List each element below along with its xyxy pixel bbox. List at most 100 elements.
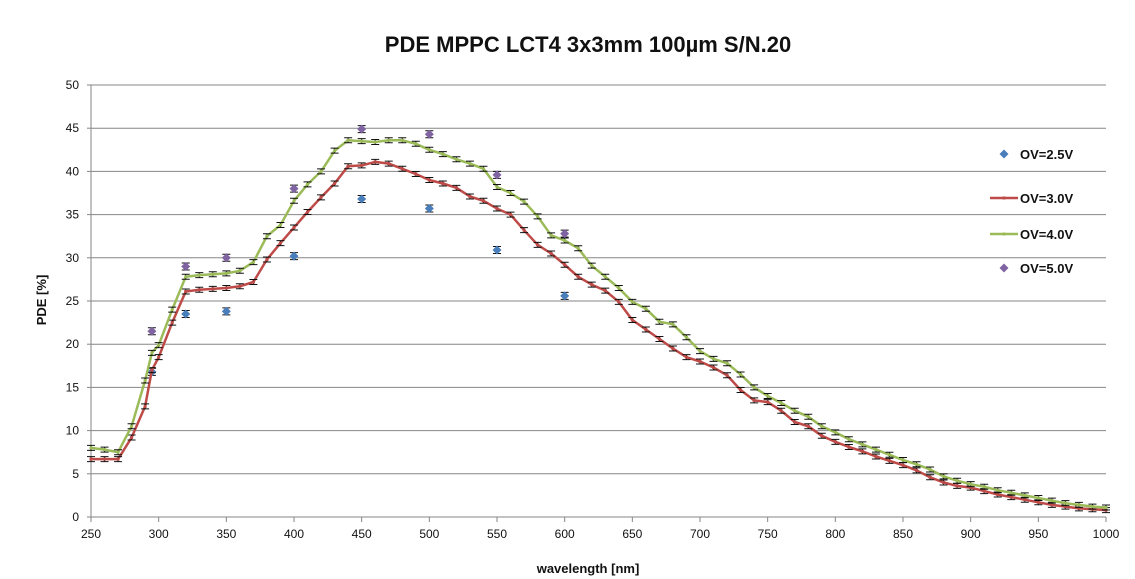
data-point — [793, 409, 797, 413]
data-point — [779, 401, 783, 405]
data-point — [942, 474, 946, 478]
x-tick-label: 800 — [825, 527, 845, 541]
data-point — [150, 368, 154, 372]
data-point — [116, 457, 120, 461]
x-tick-label: 950 — [1028, 527, 1048, 541]
x-tick-label: 750 — [758, 527, 778, 541]
data-point — [441, 181, 445, 185]
x-tick-label: 350 — [216, 527, 236, 541]
y-tick-label: 20 — [66, 337, 80, 351]
data-point — [147, 326, 157, 336]
data-point — [644, 307, 648, 311]
data-point — [495, 185, 499, 189]
x-tick-label: 500 — [419, 527, 439, 541]
data-point — [671, 322, 675, 326]
data-point — [996, 493, 1000, 497]
data-point — [1036, 500, 1040, 504]
data-point — [181, 261, 191, 271]
y-axis-title: PDE [%] — [34, 275, 49, 326]
data-point — [996, 488, 1000, 492]
data-point — [603, 289, 607, 293]
y-tick-label: 25 — [66, 294, 80, 308]
data-point — [454, 186, 458, 190]
data-point — [712, 357, 716, 361]
data-point — [887, 453, 891, 457]
data-point — [833, 440, 837, 444]
data-point — [468, 194, 472, 198]
data-point — [630, 300, 634, 304]
data-point — [357, 124, 367, 134]
data-point — [560, 229, 570, 239]
data-point — [224, 271, 228, 275]
data-point — [509, 213, 513, 217]
data-point — [684, 335, 688, 339]
data-point — [928, 467, 932, 471]
data-point — [211, 287, 215, 291]
x-tick-label: 300 — [149, 527, 169, 541]
data-point — [373, 140, 377, 144]
legend-label: OV=3.0V — [1020, 191, 1073, 206]
x-axis-title: wavelength [nm] — [536, 561, 640, 576]
data-point — [224, 286, 228, 290]
data-point — [1023, 493, 1027, 497]
data-point — [657, 337, 661, 341]
data-point — [536, 243, 540, 247]
data-point — [982, 489, 986, 493]
data-point — [170, 308, 174, 312]
data-point — [143, 378, 147, 382]
data-point — [725, 361, 729, 365]
data-point — [1077, 506, 1081, 510]
data-point — [265, 258, 269, 262]
data-point — [806, 415, 810, 419]
data-point — [739, 388, 743, 392]
y-tick-label: 45 — [66, 121, 80, 135]
data-point — [278, 241, 282, 245]
data-point — [130, 424, 134, 428]
data-point — [221, 253, 231, 263]
data-point — [617, 286, 621, 290]
data-point — [549, 251, 553, 255]
legend-item: OV=3.0V — [990, 191, 1073, 206]
data-point — [265, 234, 269, 238]
data-point — [766, 400, 770, 404]
data-point — [289, 184, 299, 194]
data-point — [560, 291, 570, 301]
x-tick-label: 600 — [555, 527, 575, 541]
legend-swatch — [999, 263, 1009, 273]
data-point — [468, 162, 472, 166]
x-tick-label: 850 — [893, 527, 913, 541]
data-point — [563, 263, 567, 267]
legend-item: OV=2.5V — [999, 147, 1073, 162]
data-point — [779, 409, 783, 413]
data-point — [739, 372, 743, 376]
data-point — [955, 479, 959, 483]
data-point — [942, 480, 946, 484]
data-point — [238, 269, 242, 273]
gridlines — [91, 84, 1106, 475]
data-point — [441, 152, 445, 156]
data-point — [820, 434, 824, 438]
x-tick-label: 250 — [81, 527, 101, 541]
data-point — [150, 351, 154, 355]
data-point — [116, 450, 120, 454]
plot-area — [87, 124, 1110, 514]
axes: 0 5 10 15 20 25 30 35 40 45 50 250 300 350 400 450 500 55… — [66, 78, 1120, 541]
data-point — [251, 260, 255, 264]
data-point — [292, 199, 296, 203]
data-point — [928, 475, 932, 479]
data-point — [1077, 503, 1081, 507]
data-point — [820, 424, 824, 428]
data-point — [360, 139, 364, 143]
legend-item: OV=4.0V — [990, 227, 1073, 242]
data-point — [143, 404, 147, 408]
data-point — [603, 275, 607, 279]
data-point — [414, 172, 418, 176]
data-point — [1050, 499, 1054, 503]
x-tick-label: 900 — [961, 527, 981, 541]
x-tick-label: 450 — [352, 527, 372, 541]
data-point — [424, 129, 434, 139]
y-tick-label: 30 — [66, 251, 80, 265]
y-tick-label: 10 — [66, 424, 80, 438]
data-point — [89, 457, 93, 461]
data-point — [712, 366, 716, 370]
